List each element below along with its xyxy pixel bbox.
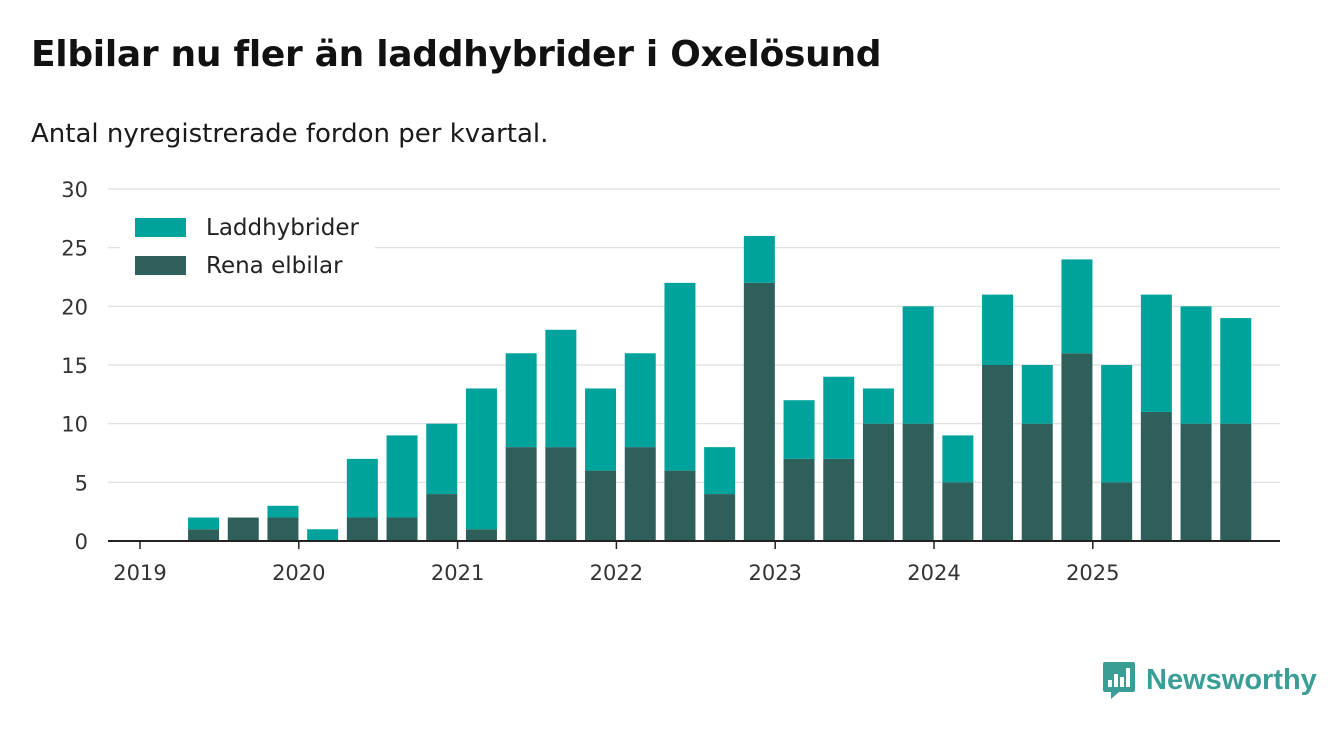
chart-subtitle: Antal nyregistrerade fordon per kvartal. xyxy=(31,119,549,149)
bar-laddhybrider xyxy=(465,388,497,530)
bar-laddhybrider xyxy=(704,447,736,495)
y-tick-label: 0 xyxy=(75,530,88,554)
bar-rena-elbilar xyxy=(346,517,378,541)
bar-laddhybrider xyxy=(624,353,656,448)
bar-rena-elbilar xyxy=(624,447,656,541)
bar-rena-elbilar xyxy=(664,470,696,541)
bar-laddhybrider xyxy=(585,388,617,471)
bar-rena-elbilar xyxy=(1061,353,1093,541)
bar-rena-elbilar xyxy=(267,517,299,541)
bar-laddhybrider xyxy=(664,282,696,471)
bar-rena-elbilar xyxy=(386,517,418,541)
bar-rena-elbilar xyxy=(1220,423,1252,541)
bar-rena-elbilar xyxy=(704,494,736,541)
bar-laddhybrider xyxy=(1220,318,1252,424)
bar-laddhybrider xyxy=(267,505,299,518)
bar-rena-elbilar xyxy=(823,458,855,541)
y-tick-label: 5 xyxy=(75,471,88,495)
brand-name: Newsworthy xyxy=(1146,663,1317,696)
bar-laddhybrider xyxy=(942,435,974,483)
bar-rena-elbilar xyxy=(743,282,775,541)
bar-rena-elbilar xyxy=(942,482,974,541)
x-tick-label: 2019 xyxy=(113,561,166,585)
bar-laddhybrider xyxy=(982,294,1014,365)
bar-rena-elbilar xyxy=(862,423,894,541)
y-tick-label: 10 xyxy=(61,413,88,437)
bar-laddhybrider xyxy=(1180,306,1212,424)
bar-rena-elbilar xyxy=(545,447,577,541)
x-tick-label: 2020 xyxy=(272,561,325,585)
bar-rena-elbilar xyxy=(1140,411,1172,541)
bar-rena-elbilar xyxy=(783,458,815,541)
x-tick-label: 2025 xyxy=(1066,561,1119,585)
bar-laddhybrider xyxy=(823,376,855,459)
y-tick-label: 30 xyxy=(61,178,88,202)
y-tick-label: 20 xyxy=(61,295,88,319)
bar-laddhybrider xyxy=(386,435,418,518)
bar-laddhybrider xyxy=(307,529,339,541)
bar-rena-elbilar xyxy=(505,447,537,541)
x-tick-label: 2021 xyxy=(431,561,484,585)
bar-rena-elbilar xyxy=(1021,423,1053,541)
bar-laddhybrider xyxy=(902,306,934,424)
bar-laddhybrider xyxy=(1021,365,1053,424)
legend-swatch-laddhybrider xyxy=(135,218,186,237)
legend-label-laddhybrider: Laddhybrider xyxy=(206,215,359,241)
newsworthy-logo-icon xyxy=(1103,662,1135,699)
bar-rena-elbilar xyxy=(1101,482,1133,541)
bar-laddhybrider xyxy=(1061,259,1093,354)
bar-rena-elbilar xyxy=(982,365,1014,541)
x-tick-label: 2023 xyxy=(748,561,801,585)
bar-laddhybrider xyxy=(783,400,815,459)
legend-swatch-rena-elbilar xyxy=(135,256,186,275)
bar-laddhybrider xyxy=(346,458,378,518)
bar-laddhybrider xyxy=(743,235,775,283)
bar-rena-elbilar xyxy=(902,423,934,541)
bar-rena-elbilar xyxy=(426,494,458,541)
bar-rena-elbilar xyxy=(1180,423,1212,541)
bar-rena-elbilar xyxy=(465,529,497,541)
bar-laddhybrider xyxy=(426,423,458,495)
bar-laddhybrider xyxy=(545,329,577,448)
legend: Laddhybrider Rena elbilar xyxy=(120,207,375,290)
x-tick-label: 2024 xyxy=(907,561,960,585)
bar-laddhybrider xyxy=(1140,294,1172,412)
chart-title: Elbilar nu fler än laddhybrider i Oxelös… xyxy=(31,34,882,75)
bar-laddhybrider xyxy=(1101,365,1133,483)
bar-laddhybrider xyxy=(505,353,537,448)
bar-laddhybrider xyxy=(188,517,220,530)
bar-rena-elbilar xyxy=(585,470,617,541)
bar-laddhybrider xyxy=(862,388,894,424)
x-tick-label: 2022 xyxy=(590,561,643,585)
y-tick-label: 15 xyxy=(61,354,88,378)
bars-layer xyxy=(188,235,1252,541)
bar-rena-elbilar xyxy=(188,529,220,541)
brand-logo: Newsworthy xyxy=(1102,660,1317,700)
bar-rena-elbilar xyxy=(227,517,259,541)
y-tick-label: 25 xyxy=(61,237,88,261)
legend-label-rena-elbilar: Rena elbilar xyxy=(206,253,343,279)
